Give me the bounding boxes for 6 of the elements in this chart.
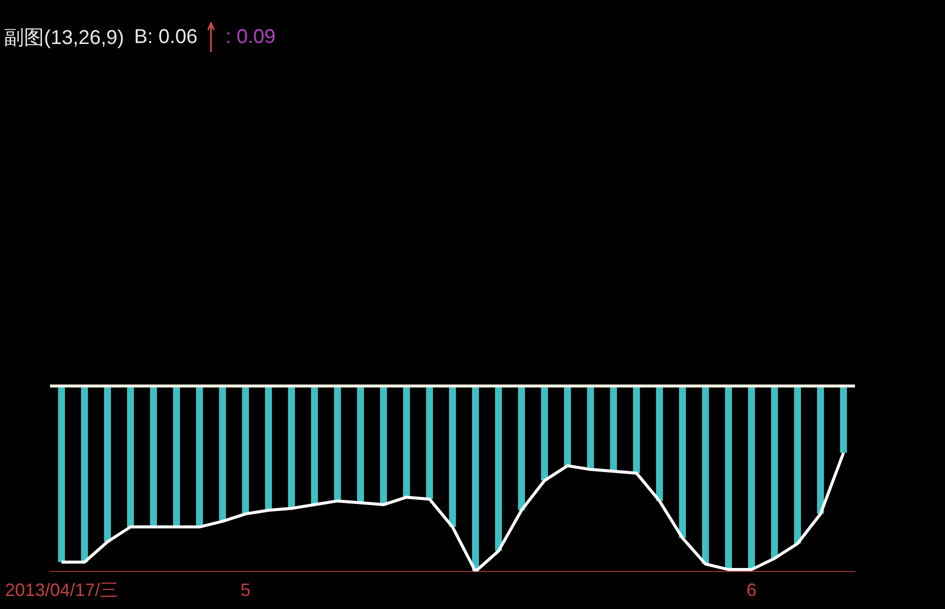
text: : 0.09 (225, 26, 276, 48)
text: B: 0.06 (134, 26, 198, 48)
x-tick-label: 5 (240, 580, 251, 600)
x-tick-label: 6 (746, 580, 757, 600)
chart-title: 副图(13,26,9) (4, 26, 124, 50)
x-tick-label: 2013/04/17/三 (4, 580, 118, 600)
